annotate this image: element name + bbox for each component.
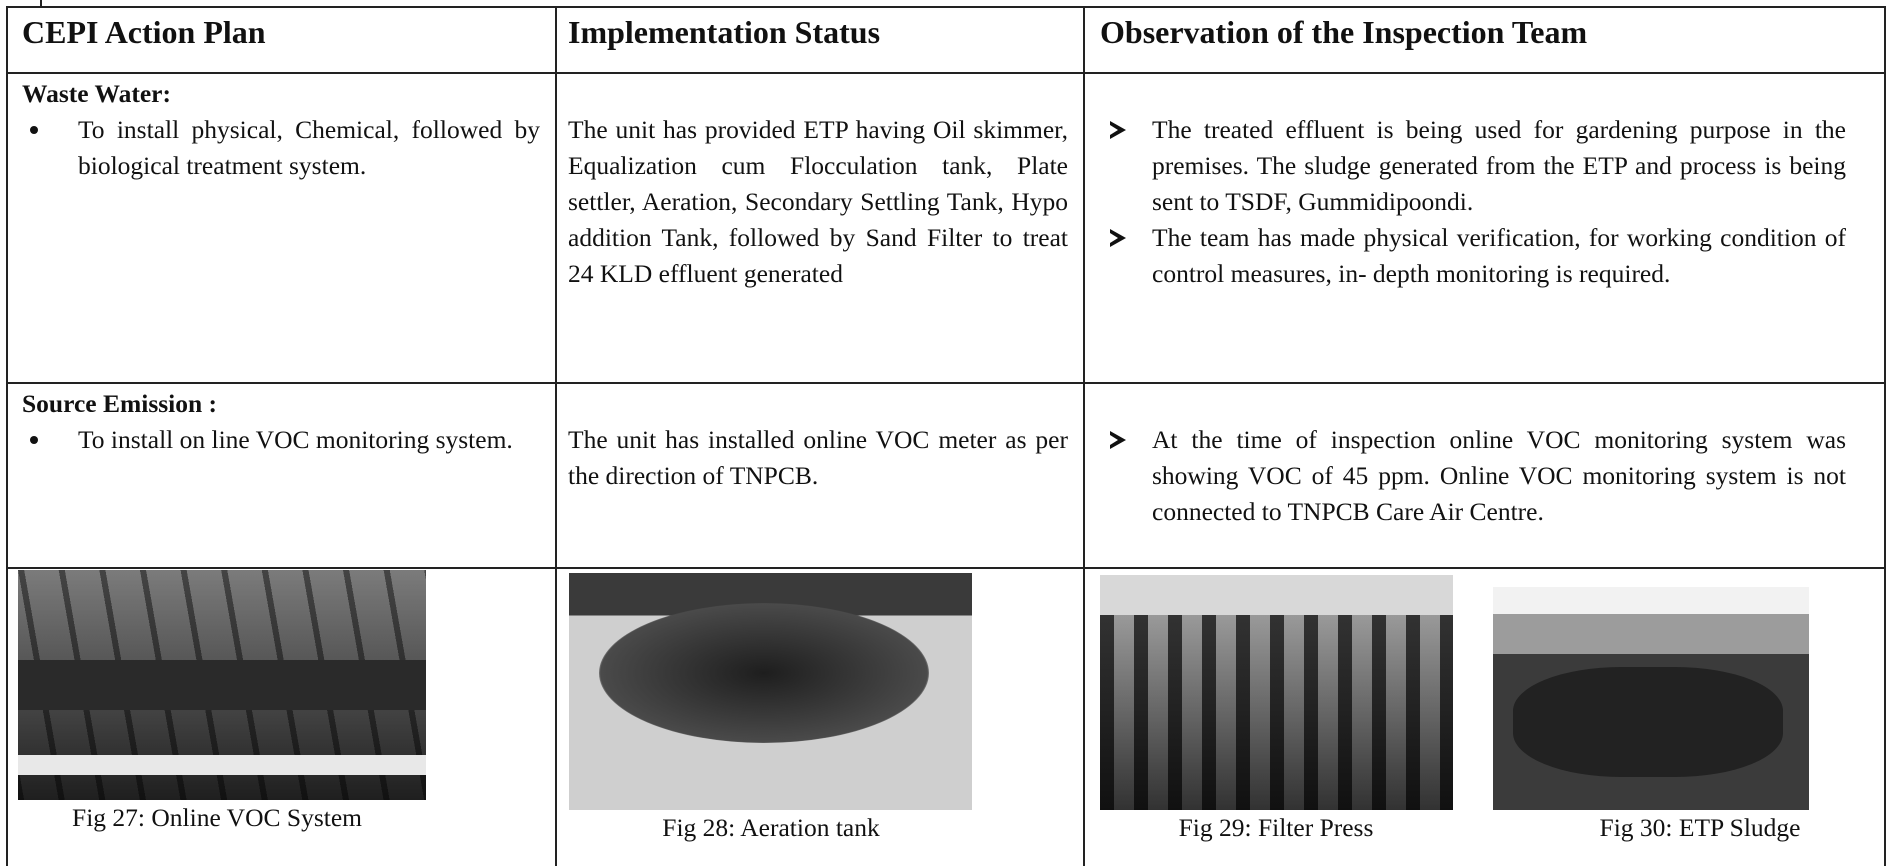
column-header: Implementation Status xyxy=(568,14,881,50)
photo-detail xyxy=(18,755,426,775)
action-cell: Waste Water: To install physical, Chemic… xyxy=(22,76,540,184)
arrow-list: At the time of inspection online VOC mon… xyxy=(1100,422,1846,530)
table-border xyxy=(1083,6,1085,866)
photo-detail xyxy=(1100,575,1453,615)
photo-detail xyxy=(1513,667,1783,777)
table-border xyxy=(1884,6,1886,866)
figure-caption: Fig 30: ETP Sludge xyxy=(1599,813,1801,842)
bullet: To install physical, Chemical, followed … xyxy=(22,112,540,184)
bullet-list: To install physical, Chemical, followed … xyxy=(22,112,540,184)
observation-cell: The treated effluent is being used for g… xyxy=(1100,112,1846,292)
column-header: Observation of the Inspection Team xyxy=(1100,14,1588,50)
table-border xyxy=(40,0,42,6)
table-border xyxy=(6,6,8,866)
photo xyxy=(1493,587,1809,810)
column-header: CEPI Action Plan xyxy=(22,14,266,50)
status-cell: The unit has installed online VOC meter … xyxy=(568,425,1068,490)
figure-caption: Fig 27: Online VOC System xyxy=(72,803,362,832)
photo-detail xyxy=(18,660,426,710)
row-heading: Waste Water: xyxy=(22,79,171,108)
action-cell: Source Emission : To install on line VOC… xyxy=(22,386,540,458)
photo xyxy=(18,570,426,800)
status-cell: The unit has provided ETP having Oil ski… xyxy=(568,115,1068,288)
table-border xyxy=(6,72,1886,74)
observation: The team has made physical verification,… xyxy=(1100,220,1846,292)
observation: At the time of inspection online VOC mon… xyxy=(1100,422,1846,530)
bullet-list: To install on line VOC monitoring system… xyxy=(22,422,540,458)
photo xyxy=(1100,575,1453,810)
table-border xyxy=(555,6,557,866)
table-border xyxy=(6,567,1886,569)
arrow-list: The treated effluent is being used for g… xyxy=(1100,112,1846,292)
photo-detail xyxy=(599,603,929,743)
observation-cell: At the time of inspection online VOC mon… xyxy=(1100,422,1846,530)
photo xyxy=(569,573,972,810)
figure-caption: Fig 28: Aeration tank xyxy=(662,813,880,842)
table-border xyxy=(6,6,1886,8)
observation: The treated effluent is being used for g… xyxy=(1100,112,1846,220)
bullet: To install on line VOC monitoring system… xyxy=(22,422,540,458)
row-heading: Source Emission : xyxy=(22,389,218,418)
table-border xyxy=(6,382,1886,384)
figure-caption: Fig 29: Filter Press xyxy=(1178,813,1374,842)
